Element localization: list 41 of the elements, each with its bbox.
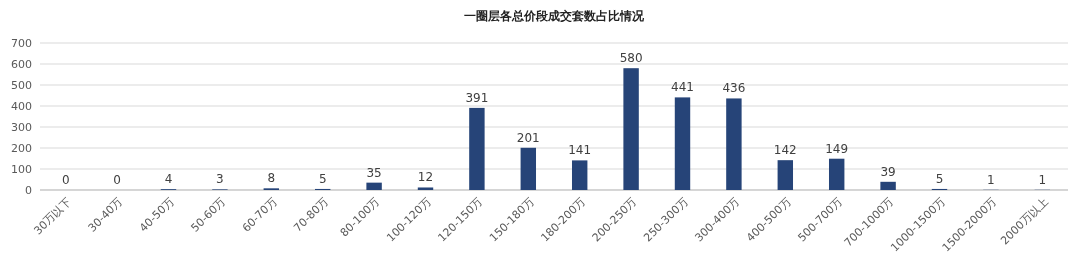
data-label: 5 <box>318 171 327 186</box>
data-label: 12 <box>417 170 434 185</box>
data-label: 141 <box>568 143 592 158</box>
bar <box>623 68 639 190</box>
data-label: 39 <box>880 164 896 179</box>
data-label: 1 <box>1038 172 1047 187</box>
data-label: 0 <box>61 173 70 187</box>
data-label: 0 <box>113 173 121 187</box>
data-label: 580 <box>619 51 643 66</box>
bar <box>777 160 794 190</box>
data-label: 3 <box>216 172 224 187</box>
bar <box>571 160 588 190</box>
y-tick-label: 0 <box>25 184 32 197</box>
bar <box>366 182 382 190</box>
bar <box>674 97 691 190</box>
bar <box>520 147 537 190</box>
data-label: 4 <box>164 172 173 187</box>
data-label: 436 <box>722 81 746 96</box>
chart-title: 一圈层各总价段成交套数占比情况 <box>464 9 645 23</box>
data-label: 8 <box>267 171 276 186</box>
data-label: 1 <box>987 172 995 187</box>
bar <box>417 187 434 190</box>
data-label: 441 <box>671 80 694 95</box>
y-tick-label: 700 <box>11 37 32 50</box>
data-label: 149 <box>825 141 849 156</box>
data-label: 391 <box>465 90 489 105</box>
y-tick-label: 500 <box>11 79 32 92</box>
y-tick-label: 100 <box>11 163 32 176</box>
data-label: 201 <box>516 130 540 145</box>
y-tick-label: 200 <box>11 142 32 155</box>
bar <box>828 158 845 190</box>
data-label: 142 <box>773 143 797 158</box>
y-tick-label: 400 <box>11 100 32 113</box>
data-label: 35 <box>366 165 382 180</box>
y-tick-label: 300 <box>11 121 32 134</box>
data-label: 5 <box>935 171 944 186</box>
bar <box>880 181 896 190</box>
bar <box>726 98 742 190</box>
x-tick-label: 30万以下 <box>31 194 74 238</box>
bar <box>469 107 485 190</box>
y-tick-label: 600 <box>11 58 32 71</box>
